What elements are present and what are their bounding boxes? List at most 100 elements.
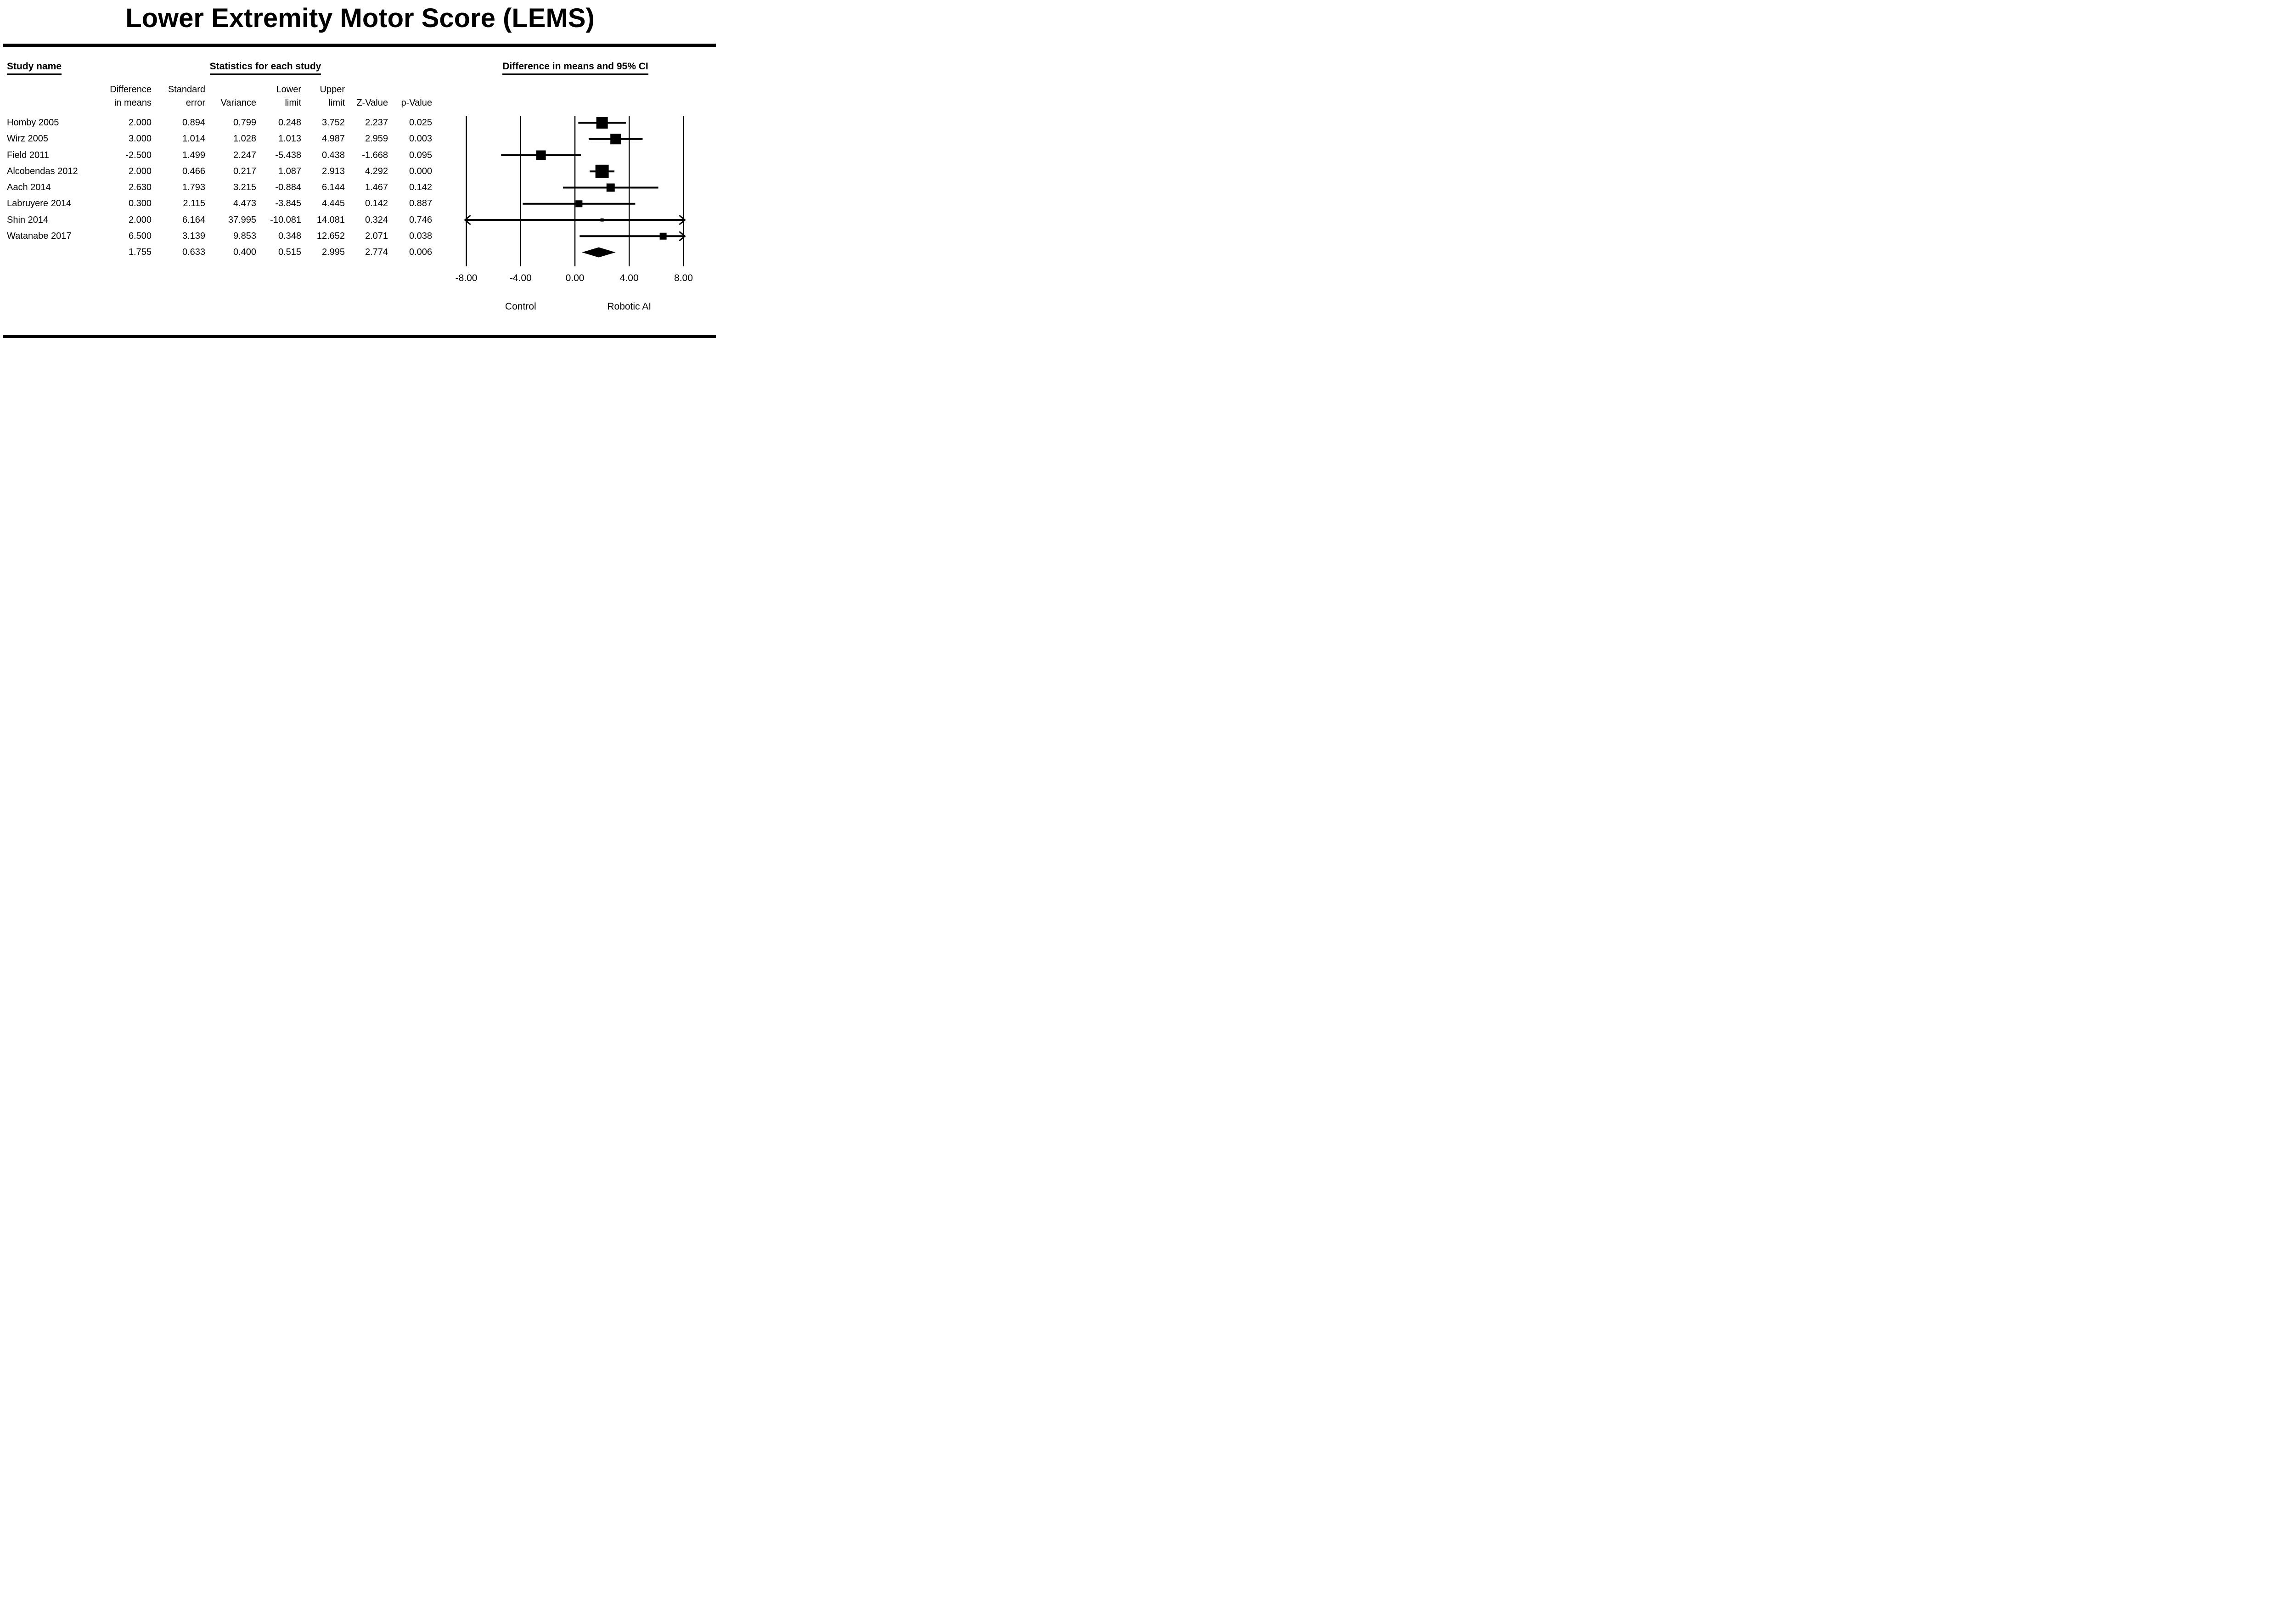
stat-cell: 0.746 [409, 214, 432, 225]
axis-tick-label: 4.00 [620, 273, 639, 283]
stat-cell: 9.853 [233, 231, 256, 241]
stat-cell: 1.014 [182, 134, 205, 144]
stat-cell: 4.445 [321, 198, 345, 209]
stat-cell: 2.913 [321, 166, 345, 176]
stat-cell: 2.630 [128, 182, 152, 192]
robotic-ai-label: Robotic AI [607, 301, 651, 312]
study-name-cell: Wirz 2005 [7, 134, 49, 144]
study-name-header-label: Study name [7, 61, 62, 75]
stat-cell: 2.115 [183, 198, 205, 209]
study-name-cell: Watanabe 2017 [7, 231, 72, 241]
left-arrow-icon [464, 215, 471, 225]
stat-cell: 0.348 [278, 231, 301, 241]
stat-cell: 2.959 [365, 134, 388, 144]
study-name-cell: Homby 2005 [7, 118, 59, 128]
stat-cell: 2.000 [128, 118, 152, 128]
column-header-z: Z-Value [356, 98, 388, 108]
effect-square [600, 218, 604, 222]
stat-cell: 0.894 [182, 118, 205, 128]
ci-header: Difference in means and 95% CI [468, 61, 682, 75]
control-label: Control [505, 301, 536, 312]
stat-cell: 6.164 [182, 214, 205, 225]
stat-cell: 0.003 [409, 134, 432, 144]
stat-cell: -5.438 [275, 150, 301, 160]
stat-cell: 2.995 [321, 247, 345, 257]
study-name-cell: Labruyere 2014 [7, 198, 72, 209]
stat-cell: 2.237 [365, 118, 388, 128]
forest-plot-page: Lower Extremity Motor Score (LEMS) Study… [0, 0, 720, 350]
stat-cell: 4.292 [365, 166, 388, 176]
column-header-lower: Lower limit [276, 85, 301, 108]
stat-cell: 1.467 [365, 182, 388, 192]
stat-cell: 0.300 [128, 198, 152, 209]
stat-cell: -10.081 [270, 214, 301, 225]
table-row: Aach 2014 2.630 1.793 3.215 -0.884 6.144 1.467… [7, 180, 432, 196]
stat-cell: 14.081 [316, 214, 345, 225]
stat-cell: 0.466 [182, 166, 205, 176]
forest-plot: -8.00 -4.00 0.00 4.00 8.00 Control Robotic AI [456, 116, 693, 312]
study-name-cell: Field 2011 [7, 150, 49, 160]
stat-cell: 1.087 [278, 166, 301, 176]
axis-tick-label: 0.00 [566, 273, 585, 283]
statistics-header: Statistics for each study [156, 61, 375, 75]
table-row: Field 2011 -2.500 1.499 2.247 -5.438 0.438 -1.… [7, 147, 432, 163]
table-row: Shin 2014 2.000 6.164 37.995 -10.081 14.081 0.… [7, 212, 432, 228]
stat-cell: 0.095 [409, 150, 432, 160]
stat-cell: 2.000 [128, 214, 152, 225]
statistics-header-label: Statistics for each study [209, 61, 321, 75]
stat-cell: 0.515 [278, 247, 301, 257]
stat-cell: 0.000 [409, 166, 432, 176]
effect-square [575, 200, 583, 208]
stat-cell: 0.142 [365, 198, 388, 209]
study-name-cell: Shin 2014 [7, 214, 49, 225]
study-name-cell: Aach 2014 [7, 182, 51, 192]
stat-cell: 1.755 [128, 247, 152, 257]
stat-cell: 0.006 [409, 247, 432, 257]
axis-tick-label: 8.00 [674, 273, 693, 283]
right-arrow-icon [679, 215, 686, 225]
title-divider [3, 44, 716, 47]
table-row: Labruyere 2014 0.300 2.115 4.473 -3.845 4.445… [7, 196, 432, 212]
bottom-divider [3, 335, 716, 338]
stat-cell: -2.500 [125, 150, 152, 160]
stat-cell: 0.438 [321, 150, 345, 160]
axis-tick-label: -4.00 [510, 273, 532, 283]
stat-cell: 3.000 [128, 134, 152, 144]
stat-cell: 3.752 [321, 118, 345, 128]
table-row: Watanabe 2017 6.500 3.139 9.853 0.348 12.652 2… [7, 228, 432, 244]
stat-cell: 4.473 [233, 198, 256, 209]
stat-cell: 0.217 [233, 166, 256, 176]
stat-cell: 0.324 [365, 214, 388, 225]
stat-cell: 6.500 [128, 231, 152, 241]
effect-square [659, 232, 667, 240]
column-header-upper: Upper limit [320, 85, 345, 108]
stat-cell: -3.845 [275, 198, 301, 209]
axis-tick-label: -8.00 [456, 273, 478, 283]
stats-table: Homby 2005 2.000 0.894 0.799 0.248 3.752 2.237… [7, 115, 432, 260]
study-name-header: Study name [7, 61, 62, 75]
column-header-diff: Difference in means [110, 85, 152, 108]
effect-square [595, 164, 609, 178]
stat-cell: 12.652 [316, 231, 345, 241]
effect-square [596, 117, 608, 129]
column-headers: Difference in means Standard error Varia… [7, 83, 432, 110]
stat-cell: 4.987 [321, 134, 345, 144]
stat-cell: 0.633 [182, 247, 205, 257]
stat-cell: 2.071 [365, 231, 388, 241]
stat-cell: 2.000 [128, 166, 152, 176]
stat-cell: 3.215 [233, 182, 256, 192]
stat-cell: 1.793 [182, 182, 205, 192]
effect-square [610, 134, 621, 145]
stat-cell: 1.028 [233, 134, 256, 144]
stat-cell: 2.774 [365, 247, 388, 257]
stat-cell: 0.887 [409, 198, 432, 209]
stat-cell: -0.884 [275, 182, 301, 192]
stat-cell: 37.995 [228, 214, 256, 225]
table-row: Homby 2005 2.000 0.894 0.799 0.248 3.752 2.237… [7, 115, 432, 131]
stat-cell: 0.799 [233, 118, 256, 128]
table-row: Alcobendas 2012 2.000 0.466 0.217 1.087 2.913… [7, 163, 432, 180]
right-arrow-icon [679, 231, 686, 241]
stat-cell: 6.144 [321, 182, 345, 192]
stat-cell: 0.142 [409, 182, 432, 192]
stat-cell: 1.013 [278, 134, 301, 144]
